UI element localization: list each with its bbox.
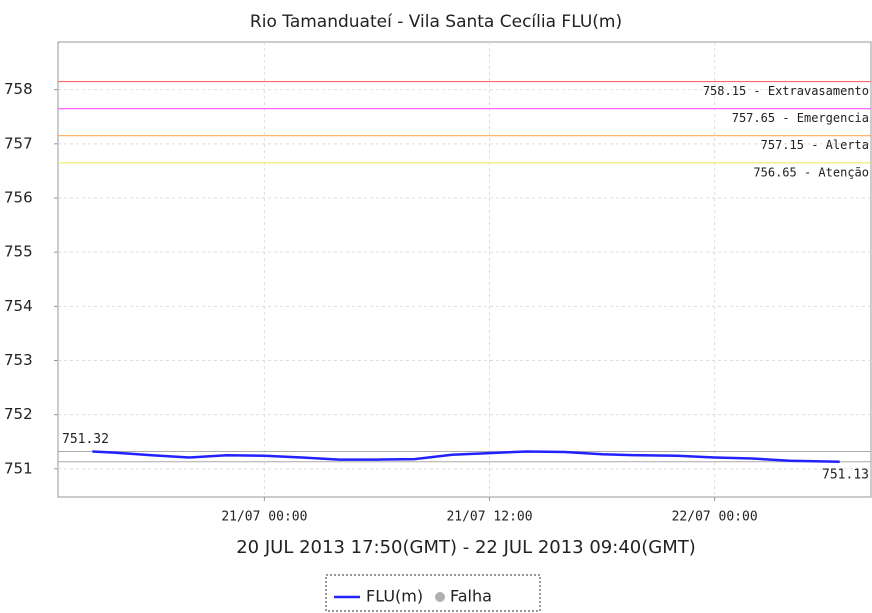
y-tick-label: 758 [4,80,33,98]
y-tick-label: 754 [4,297,33,315]
legend-label: Falha [450,587,492,606]
chart-title: Rio Tamanduateí - Vila Santa Cecília FLU… [250,12,622,32]
threshold-label: 758.15 - Extravasamento [703,84,869,98]
data-line [92,450,840,464]
y-tick-label: 757 [4,134,33,152]
y-tick-label: 756 [4,189,33,207]
y-tick-label: 755 [4,243,33,261]
reference-label: 751.13 [822,467,869,482]
y-tick-label: 752 [4,405,33,423]
reference-label: 751.32 [62,432,109,447]
threshold-label: 757.15 - Alerta [761,138,869,152]
x-tick-label: 21/07 12:00 [446,510,532,525]
legend-label: FLU(m) [366,587,423,606]
threshold-label: 756.65 - Atenção [753,165,869,179]
x-tick-label: 21/07 00:00 [221,510,307,525]
x-tick-label: 22/07 00:00 [672,510,758,525]
plot-area [57,41,872,498]
legend-box [325,574,541,612]
y-tick-label: 751 [4,459,33,477]
legend-swatch [435,592,445,602]
y-tick-label: 753 [4,351,33,369]
x-axis-label: 20 JUL 2013 17:50(GMT) - 22 JUL 2013 09:… [236,537,696,558]
threshold-label: 757.65 - Emergencia [732,111,869,125]
